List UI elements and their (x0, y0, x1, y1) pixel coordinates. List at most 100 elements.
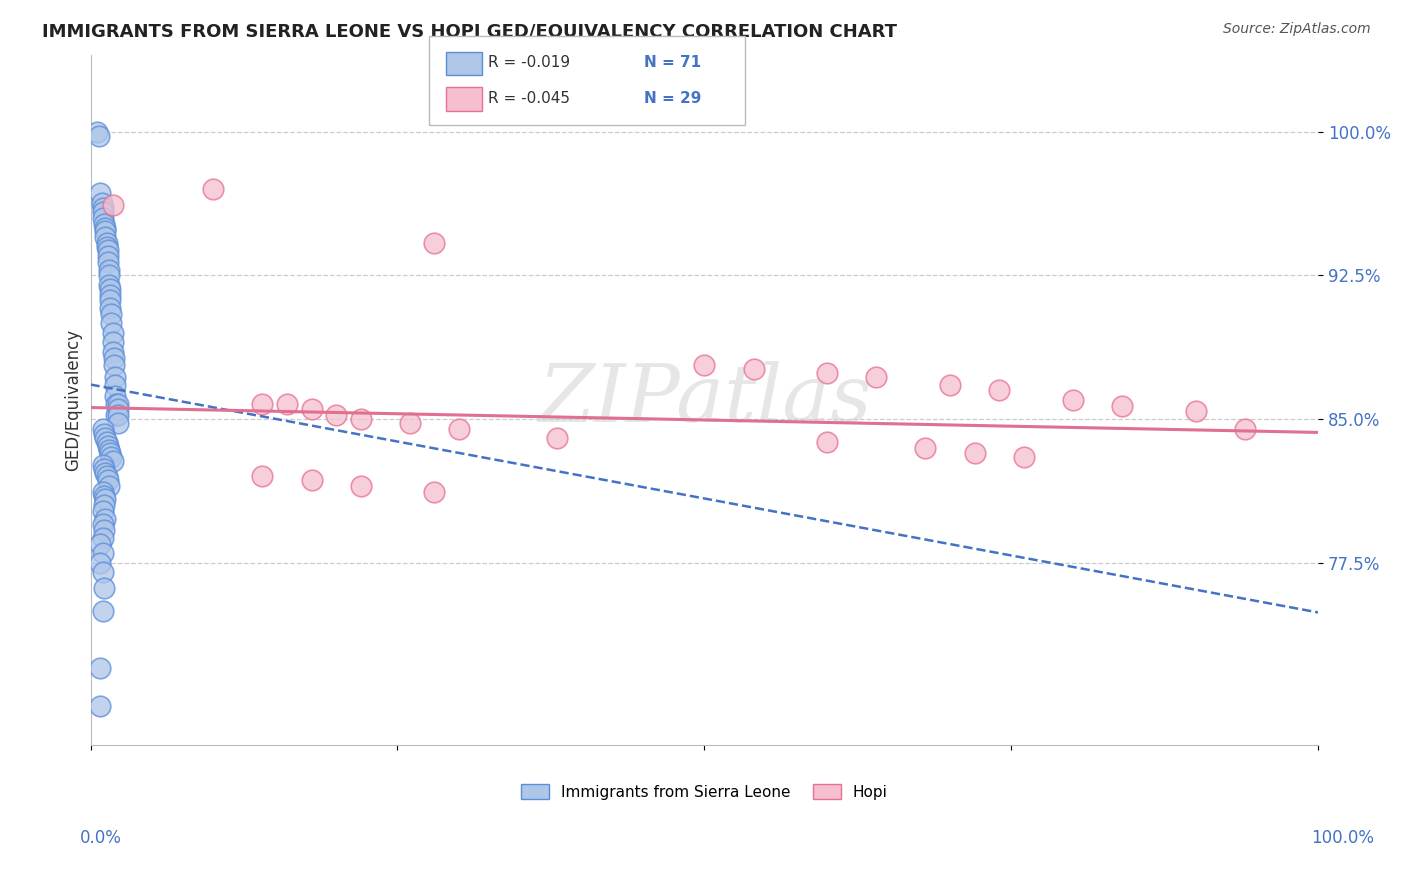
Point (276, 397, 298, 411)
Point (96, 469, 118, 483)
Point (91, 458, 114, 472)
Point (423, 484, 446, 499)
Point (93, 498, 115, 512)
Point (94, 220, 117, 235)
Point (105, 397, 128, 411)
Point (97, 439, 120, 453)
Point (91, 517, 114, 532)
Point (97, 262, 120, 277)
Point (742, 362, 765, 376)
Point (97, 479, 120, 493)
Point (89, 699, 111, 714)
Point (103, 351, 125, 365)
Point (94, 511, 117, 525)
Point (91, 566, 114, 580)
Point (94, 230, 117, 244)
Text: R = -0.019: R = -0.019 (488, 55, 569, 70)
Point (815, 435, 838, 450)
Point (96, 435, 118, 450)
Point (98, 301, 121, 315)
Point (97, 249, 120, 263)
Point (988, 384, 1011, 398)
Point (252, 469, 274, 483)
Point (93, 217, 115, 231)
Point (107, 416, 129, 430)
Point (97, 255, 120, 269)
Point (398, 416, 420, 430)
Point (693, 359, 716, 373)
Point (90, 195, 112, 210)
Text: 0.0%: 0.0% (80, 829, 122, 847)
Point (100, 307, 122, 321)
Point (815, 366, 838, 380)
Point (104, 389, 127, 403)
Point (1012, 450, 1035, 465)
Point (93, 581, 115, 595)
Point (91, 202, 114, 216)
Y-axis label: GED/Equivalency: GED/Equivalency (65, 329, 82, 471)
Point (89, 128, 111, 143)
Point (1062, 392, 1084, 407)
Point (101, 335, 124, 350)
Point (103, 359, 125, 373)
Point (91, 603, 114, 617)
Point (89, 556, 111, 570)
Point (91, 504, 114, 518)
Point (546, 431, 568, 445)
Point (107, 408, 129, 422)
Point (865, 370, 887, 384)
Text: IMMIGRANTS FROM SIERRA LEONE VS HOPI GED/EQUIVALENCY CORRELATION CHART: IMMIGRANTS FROM SIERRA LEONE VS HOPI GED… (42, 22, 897, 40)
Point (94, 466, 117, 480)
Point (93, 427, 115, 442)
Point (105, 408, 128, 422)
Point (101, 197, 124, 211)
Point (350, 412, 373, 426)
Point (423, 235, 446, 250)
Point (91, 531, 114, 545)
Text: N = 71: N = 71 (644, 55, 702, 70)
Point (89, 661, 111, 675)
Point (104, 370, 127, 384)
Point (91, 205, 114, 219)
Point (939, 377, 962, 392)
Point (101, 326, 124, 340)
Point (97, 244, 120, 258)
Point (89, 536, 111, 550)
Point (101, 345, 124, 359)
Point (100, 450, 122, 465)
Text: R = -0.045: R = -0.045 (488, 91, 569, 105)
Point (1184, 404, 1206, 418)
Point (93, 523, 115, 537)
Point (97, 277, 120, 292)
Point (963, 446, 986, 460)
Point (350, 479, 373, 493)
Point (91, 546, 114, 560)
Legend: Immigrants from Sierra Leone, Hopi: Immigrants from Sierra Leone, Hopi (515, 778, 894, 805)
Text: ZIPatlas: ZIPatlas (537, 361, 872, 439)
Point (97, 442, 120, 457)
Point (447, 421, 470, 435)
Point (104, 377, 127, 392)
Point (1233, 421, 1256, 435)
Point (325, 408, 347, 422)
Point (97, 268, 120, 283)
Point (96, 235, 118, 250)
Point (1111, 399, 1133, 413)
Point (94, 431, 117, 445)
Point (107, 402, 129, 417)
Point (91, 211, 114, 225)
Text: N = 29: N = 29 (644, 91, 702, 105)
Point (301, 402, 323, 417)
Point (98, 282, 121, 296)
Text: Source: ZipAtlas.com: Source: ZipAtlas.com (1223, 22, 1371, 37)
Text: 100.0%: 100.0% (1312, 829, 1374, 847)
Point (98, 287, 121, 301)
Point (101, 454, 124, 468)
Point (93, 462, 115, 476)
Point (94, 224, 117, 238)
Point (202, 182, 225, 196)
Point (100, 316, 122, 330)
Point (107, 397, 129, 411)
Point (91, 484, 114, 499)
Point (86, 125, 108, 139)
